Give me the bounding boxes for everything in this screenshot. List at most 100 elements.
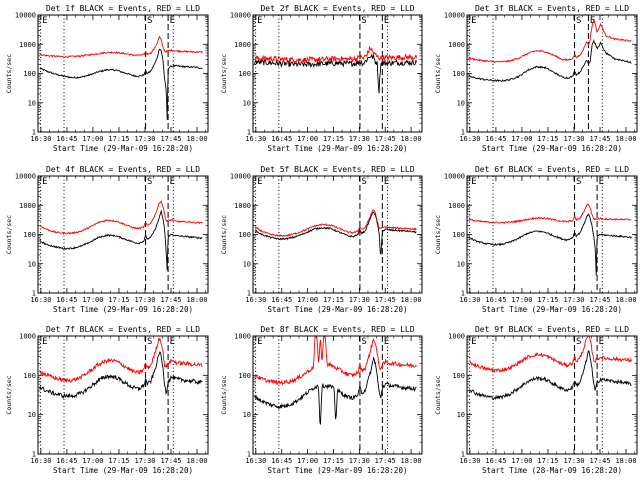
- x-tick-label: 17:00: [511, 296, 532, 304]
- event-marker-label: S: [361, 16, 366, 26]
- x-tick-label: 16:30: [459, 457, 480, 465]
- x-tick-label: 16:30: [30, 296, 51, 304]
- x-axis-title: Start Time (29-Mar-09 16:28:20): [268, 144, 408, 153]
- chart-panel-2: Det 2f BLACK = Events, RED = LLD Counts/s…: [220, 4, 423, 153]
- y-tick-label: 1000: [448, 333, 465, 341]
- event-marker-label: E: [384, 177, 389, 187]
- chart-panel-8: Det 8f BLACK = Events, RED = LLD Counts/s…: [220, 325, 423, 475]
- event-marker-label: E: [599, 177, 604, 187]
- plot-frame: [37, 175, 209, 294]
- event-marker-label: E: [42, 337, 47, 347]
- x-tick-label: 17:30: [349, 457, 370, 465]
- x-tick-label: 18:00: [615, 296, 636, 304]
- x-axis-title: Start Time (29-Mar-09 16:28:20): [53, 466, 193, 475]
- x-tick-label: 18:00: [615, 457, 636, 465]
- series-lld-line: [468, 19, 632, 63]
- chart-panel-6: Det 6f BLACK = Events, RED = LLD Counts/s…: [434, 165, 638, 314]
- event-marker-label: S: [361, 177, 366, 187]
- x-tick-label: 17:00: [511, 457, 532, 465]
- y-tick-label: 1: [32, 451, 36, 459]
- y-axis-title: Counts/sec: [220, 375, 228, 414]
- plot-frame: [466, 14, 638, 133]
- y-tick-label: 10000: [444, 12, 465, 20]
- x-tick-label: 17:15: [323, 457, 344, 465]
- x-tick-label: 17:30: [563, 296, 584, 304]
- x-tick-label: 17:45: [589, 457, 610, 465]
- series-events-line: [39, 209, 203, 271]
- chart-title: Det 5f BLACK = Events, RED = LLD: [260, 165, 414, 174]
- x-tick-label: 17:15: [108, 135, 129, 143]
- x-tick-label: 17:30: [134, 457, 155, 465]
- x-tick-label: 17:30: [349, 135, 370, 143]
- y-tick-label: 1000: [448, 202, 465, 210]
- y-tick-label: 100: [23, 372, 36, 380]
- y-tick-label: 100: [238, 231, 251, 239]
- x-tick-label: 18:00: [615, 135, 636, 143]
- y-tick-label: 10: [243, 99, 251, 107]
- y-tick-label: 10000: [444, 173, 465, 181]
- x-axis-title: Start Time (29-Mar-09 16:28:20): [482, 144, 622, 153]
- event-marker-label: E: [170, 177, 175, 187]
- x-tick-label: 16:30: [459, 296, 480, 304]
- plot-frame: [252, 335, 423, 455]
- x-tick-label: 16:45: [271, 135, 292, 143]
- x-tick-label: 17:00: [297, 296, 318, 304]
- x-axis-title: Start Time (29-Mar-09 16:28:20): [482, 305, 622, 314]
- x-tick-label: 17:30: [563, 457, 584, 465]
- chart-panel-4: Det 4f BLACK = Events, RED = LLD Counts/s…: [5, 165, 209, 314]
- y-axis-title: Counts/sec: [434, 54, 442, 93]
- x-tick-label: 17:45: [589, 135, 610, 143]
- y-tick-label: 100: [23, 231, 36, 239]
- chart-panel-9: Det 9f BLACK = Events, RED = LLD Counts/s…: [434, 325, 638, 475]
- x-tick-label: 16:45: [56, 457, 77, 465]
- x-tick-label: 17:15: [108, 296, 129, 304]
- y-tick-label: 100: [238, 372, 251, 380]
- event-marker-label: E: [384, 16, 389, 26]
- event-marker-label: E: [471, 337, 476, 347]
- chart-title: Det 2f BLACK = Events, RED = LLD: [260, 4, 414, 13]
- x-tick-label: 16:30: [245, 296, 266, 304]
- x-axis-title: Start Time (29-Mar-09 16:28:20): [268, 305, 408, 314]
- series-events-line: [39, 48, 203, 120]
- event-marker-label: E: [590, 16, 595, 26]
- y-tick-label: 10: [457, 99, 465, 107]
- x-tick-label: 16:45: [271, 296, 292, 304]
- chart-panel-3: Det 3f BLACK = Events, RED = LLD Counts/s…: [434, 4, 638, 153]
- x-tick-label: 16:45: [56, 135, 77, 143]
- series-events-line: [468, 39, 632, 83]
- series-lld-line: [39, 337, 203, 383]
- y-tick-label: 1: [247, 290, 251, 298]
- event-marker-label: S: [361, 337, 366, 347]
- y-tick-label: 1: [32, 129, 36, 137]
- x-axis-title: Start Time (29-Mar-09 16:28:20): [53, 144, 193, 153]
- chart-title: Det 1f BLACK = Events, RED = LLD: [46, 4, 200, 13]
- x-tick-label: 17:45: [160, 135, 181, 143]
- chart-title: Det 3f BLACK = Events, RED = LLD: [475, 4, 629, 13]
- x-tick-label: 17:00: [297, 135, 318, 143]
- x-tick-label: 17:45: [375, 296, 396, 304]
- chart-title: Det 7f BLACK = Events, RED = LLD: [46, 325, 200, 334]
- y-tick-label: 10: [457, 260, 465, 268]
- series-lld-line: [254, 209, 417, 237]
- x-tick-label: 18:00: [401, 296, 422, 304]
- y-tick-label: 10: [243, 260, 251, 268]
- x-tick-label: 18:00: [401, 135, 422, 143]
- x-axis-title: Start Time (28-Mar-09 16:28:20): [482, 466, 622, 475]
- event-marker-label: S: [147, 337, 152, 347]
- x-tick-label: 16:45: [485, 457, 506, 465]
- x-tick-label: 16:30: [30, 457, 51, 465]
- event-marker-label: E: [599, 337, 604, 347]
- y-tick-label: 100: [452, 231, 465, 239]
- x-tick-label: 17:15: [537, 135, 558, 143]
- event-marker-label: E: [471, 177, 476, 187]
- event-marker-label: E: [384, 337, 389, 347]
- y-tick-label: 1000: [448, 41, 465, 49]
- y-tick-label: 10000: [230, 173, 251, 181]
- chart-panel-5: Det 5f BLACK = Events, RED = LLD Counts/s…: [220, 165, 423, 314]
- x-tick-label: 17:00: [82, 457, 103, 465]
- y-tick-label: 10: [457, 411, 465, 419]
- event-marker-label: E: [257, 177, 262, 187]
- y-tick-label: 1: [461, 290, 465, 298]
- y-tick-label: 1: [461, 451, 465, 459]
- event-marker-label: S: [576, 337, 581, 347]
